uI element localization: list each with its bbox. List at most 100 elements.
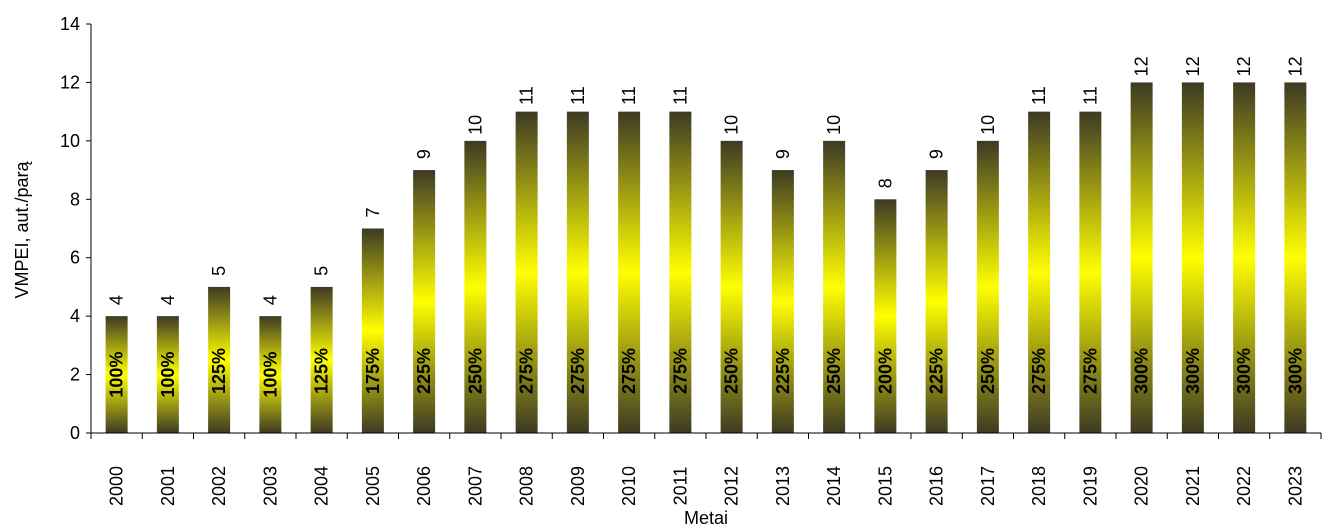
value-label: 8 xyxy=(875,178,895,188)
bar xyxy=(720,140,743,433)
bar xyxy=(515,111,538,434)
percent-label: 125% xyxy=(312,348,332,394)
bar xyxy=(1028,111,1051,434)
value-label: 10 xyxy=(465,115,485,135)
bar xyxy=(874,199,897,433)
x-tick-label: 2018 xyxy=(1029,466,1049,506)
y-tick-label: 6 xyxy=(70,248,80,268)
x-tick-label: 2003 xyxy=(260,466,280,506)
value-label: 12 xyxy=(1132,56,1152,76)
x-tick-label: 2023 xyxy=(1285,466,1305,506)
x-tick-label: 2016 xyxy=(927,466,947,506)
percent-label: 100% xyxy=(107,352,127,398)
bar xyxy=(566,111,589,434)
percent-label: 100% xyxy=(158,352,178,398)
x-tick-label: 2002 xyxy=(209,466,229,506)
x-tick-label: 2012 xyxy=(722,466,742,506)
y-axis-title: VMPEI, aut./parą xyxy=(12,160,32,298)
value-label: 9 xyxy=(414,149,434,159)
value-label: 4 xyxy=(260,295,280,305)
bar xyxy=(105,316,128,433)
bar xyxy=(976,140,999,433)
percent-label: 275% xyxy=(517,348,537,394)
x-tick-label: 2014 xyxy=(824,466,844,506)
y-tick-label: 10 xyxy=(60,131,80,151)
value-label: 7 xyxy=(363,207,383,217)
x-tick-label: 2004 xyxy=(312,466,332,506)
axes-group: 0 2 4 6 8 10 12 14 xyxy=(60,14,1322,443)
x-tick-label: 2021 xyxy=(1183,466,1203,506)
value-label: 11 xyxy=(1029,86,1049,105)
value-label: 4 xyxy=(158,295,178,305)
bar xyxy=(669,111,692,434)
bar xyxy=(771,170,794,434)
value-label: 11 xyxy=(1080,86,1100,105)
y-tick-label: 0 xyxy=(70,423,80,443)
value-label: 5 xyxy=(209,266,229,276)
percent-label: 200% xyxy=(875,348,895,394)
x-axis-title: Metai xyxy=(684,508,728,528)
y-tick-label: 12 xyxy=(60,72,80,92)
x-tick-label: 2022 xyxy=(1234,466,1254,506)
x-tick-label: 2008 xyxy=(517,466,537,506)
percent-label: 275% xyxy=(670,348,690,394)
bar xyxy=(361,228,384,433)
bar xyxy=(464,140,487,433)
bar xyxy=(1079,111,1102,434)
percent-label: 275% xyxy=(568,348,588,394)
percent-label: 225% xyxy=(414,348,434,394)
percent-label: 275% xyxy=(619,348,639,394)
y-tick-label: 2 xyxy=(70,365,80,385)
value-label: 12 xyxy=(1183,56,1203,76)
value-label: 11 xyxy=(568,86,588,105)
x-tick-label: 2015 xyxy=(875,466,895,506)
percent-label: 225% xyxy=(773,348,793,394)
bar xyxy=(1130,82,1153,433)
x-tick-label: 2001 xyxy=(158,466,178,506)
x-tick-label: 2007 xyxy=(465,466,485,506)
percent-label: 300% xyxy=(1132,348,1152,394)
y-tick-label: 14 xyxy=(60,14,80,34)
bar xyxy=(823,140,846,433)
percent-label: 175% xyxy=(363,348,383,394)
percent-label: 275% xyxy=(1029,348,1049,394)
value-label: 5 xyxy=(312,266,332,276)
bar xyxy=(925,170,948,434)
value-label: 4 xyxy=(107,295,127,305)
value-label: 9 xyxy=(927,149,947,159)
x-tick-label: 2005 xyxy=(363,466,383,506)
x-tick-label: 2009 xyxy=(568,466,588,506)
value-label: 10 xyxy=(824,115,844,135)
bar xyxy=(413,170,436,434)
bar xyxy=(208,286,231,433)
x-tick-label: 2011 xyxy=(670,467,690,506)
percent-label: 250% xyxy=(722,348,742,394)
percent-label: 125% xyxy=(209,348,229,394)
x-tick-label: 2013 xyxy=(773,466,793,506)
x-tick-label: 2006 xyxy=(414,466,434,506)
value-label: 9 xyxy=(773,149,793,159)
percent-label: 300% xyxy=(1285,348,1305,394)
value-label: 10 xyxy=(978,115,998,135)
bar xyxy=(618,111,641,434)
bar xyxy=(156,316,179,433)
percent-label: 275% xyxy=(1080,348,1100,394)
percent-label: 100% xyxy=(260,352,280,398)
labels-group: 2000 4 100% 2001 4 100% 2002 5 125% 2003 4 100% 2004… xyxy=(107,56,1306,506)
value-label: 11 xyxy=(619,86,639,105)
x-tick-label: 2010 xyxy=(619,466,639,506)
percent-label: 250% xyxy=(465,348,485,394)
bar xyxy=(1181,82,1204,433)
y-tick-label: 8 xyxy=(70,189,80,209)
x-tick-label: 2017 xyxy=(978,466,998,506)
value-label: 10 xyxy=(722,115,742,135)
bar xyxy=(1233,82,1256,433)
percent-label: 300% xyxy=(1234,348,1254,394)
x-tick-label: 2000 xyxy=(107,466,127,506)
y-tick-label: 4 xyxy=(70,306,80,326)
value-label: 12 xyxy=(1285,56,1305,76)
x-tick-label: 2019 xyxy=(1080,466,1100,506)
bar xyxy=(259,316,282,433)
percent-label: 250% xyxy=(978,348,998,394)
